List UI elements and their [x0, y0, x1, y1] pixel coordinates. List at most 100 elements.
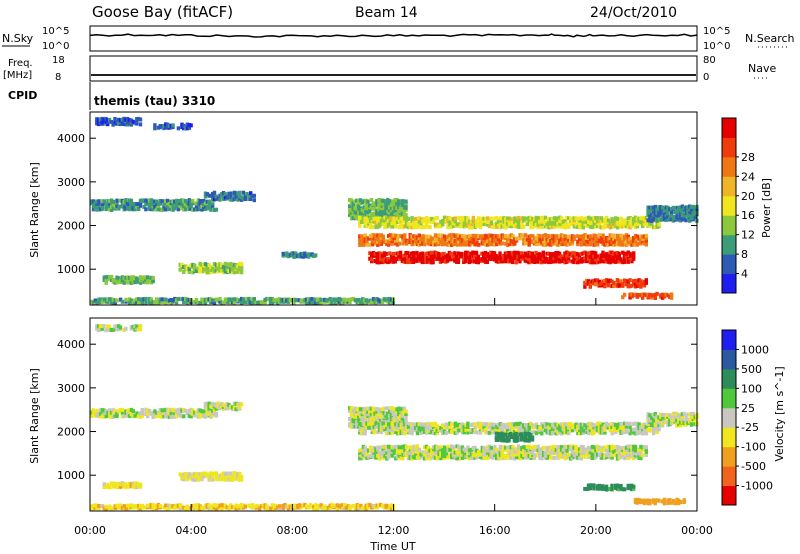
heatmap-cell — [127, 297, 132, 302]
x-tick-label: 04:00 — [175, 524, 207, 537]
heatmap-cell — [615, 282, 620, 287]
heatmap-cell — [234, 297, 238, 302]
heatmap-cell — [349, 198, 354, 203]
heatmap-cell — [358, 456, 362, 461]
heatmap-cell — [552, 259, 556, 264]
power-region — [646, 204, 699, 223]
heatmap-cell — [448, 236, 452, 241]
heatmap-cell — [513, 216, 517, 221]
heatmap-cell — [493, 450, 497, 455]
heatmap-cell — [538, 252, 542, 257]
heatmap-cell — [378, 204, 383, 209]
heatmap-cell — [358, 427, 362, 432]
heatmap-cell — [606, 224, 611, 229]
heatmap-cell — [509, 431, 513, 436]
heatmap-cell — [502, 422, 506, 427]
heatmap-cell — [377, 428, 382, 433]
heatmap-cell — [129, 482, 134, 487]
heatmap-cell — [426, 238, 430, 243]
heatmap-cell — [193, 504, 197, 509]
heatmap-cell — [500, 241, 504, 246]
heatmap-cell — [623, 456, 627, 461]
power-region — [153, 122, 193, 131]
heatmap-cell — [680, 414, 685, 419]
heatmap-cell — [366, 199, 370, 204]
heatmap-cell — [626, 281, 630, 286]
heatmap-cell — [196, 266, 200, 271]
heatmap-cell — [442, 430, 447, 434]
heatmap-cell — [682, 217, 686, 222]
heatmap-cell — [111, 408, 116, 413]
heatmap-cell — [601, 237, 605, 242]
heatmap-cell — [424, 452, 429, 457]
heatmap-cell — [411, 257, 415, 262]
heatmap-cell — [374, 425, 378, 430]
heatmap-cell — [372, 450, 376, 455]
heatmap-cell — [525, 259, 529, 264]
heatmap-cell — [100, 299, 105, 304]
heatmap-cell — [382, 201, 386, 206]
heatmap-cell — [579, 425, 584, 430]
heatmap-cell — [675, 209, 679, 214]
heatmap-cell — [377, 240, 382, 245]
heatmap-cell — [194, 207, 199, 212]
heatmap-cell — [462, 427, 466, 432]
heatmap-cell — [191, 472, 195, 477]
heatmap-cell — [178, 407, 182, 412]
heatmap-cell — [363, 236, 367, 241]
heatmap-cell — [409, 257, 414, 262]
heatmap-cell — [549, 242, 553, 247]
heatmap-cell — [379, 239, 384, 244]
heatmap-cell — [642, 219, 647, 224]
heatmap-cell — [187, 125, 191, 130]
heatmap-cell — [124, 198, 128, 203]
heatmap-cell — [346, 297, 350, 302]
heatmap-cell — [373, 417, 377, 422]
heatmap-cell — [592, 483, 596, 488]
heatmap-cell — [550, 225, 555, 229]
heatmap-cell — [480, 234, 484, 239]
heatmap-cell — [579, 242, 584, 247]
heatmap-cell — [238, 477, 242, 482]
heatmap-cell — [397, 203, 401, 207]
heatmap-cell — [236, 402, 240, 407]
heatmap-cell — [601, 279, 605, 284]
heatmap-cell — [191, 198, 195, 203]
heatmap-cell — [659, 217, 663, 222]
heatmap-cell — [653, 204, 657, 209]
heatmap-cell — [596, 237, 600, 242]
heatmap-cell — [393, 211, 397, 216]
heatmap-cell — [677, 422, 681, 427]
heatmap-cell — [353, 406, 357, 411]
heatmap-cell — [552, 456, 557, 460]
heatmap-cell — [111, 202, 116, 207]
heatmap-cell — [315, 506, 320, 511]
heatmap-cell — [147, 198, 152, 203]
heatmap-cell — [628, 425, 632, 429]
heatmap-cell — [383, 427, 387, 432]
heatmap-cell — [615, 483, 620, 488]
heatmap-cell — [102, 485, 106, 489]
heatmap-cell — [450, 239, 454, 244]
heatmap-cell — [518, 254, 522, 259]
heatmap-cell — [576, 428, 580, 432]
heatmap-cell — [403, 431, 407, 436]
colorbar-swatch — [722, 485, 736, 506]
heatmap-cell — [689, 418, 694, 423]
heatmap-cell — [628, 253, 632, 258]
heatmap-cell — [626, 237, 630, 242]
heatmap-cell — [276, 297, 280, 302]
heatmap-cell — [615, 225, 620, 230]
heatmap-cell — [274, 298, 278, 303]
heatmap-cell — [624, 445, 629, 450]
heatmap-cell — [371, 211, 375, 216]
heatmap-cell — [142, 505, 146, 510]
heatmap-cell — [135, 326, 139, 331]
heatmap-cell — [374, 237, 378, 242]
heatmap-cell — [603, 217, 607, 222]
heatmap-cell — [404, 224, 409, 229]
heatmap-cell — [529, 421, 533, 426]
heatmap-cell — [502, 444, 506, 449]
heatmap-cell — [579, 257, 583, 262]
heatmap-cell — [138, 278, 143, 283]
